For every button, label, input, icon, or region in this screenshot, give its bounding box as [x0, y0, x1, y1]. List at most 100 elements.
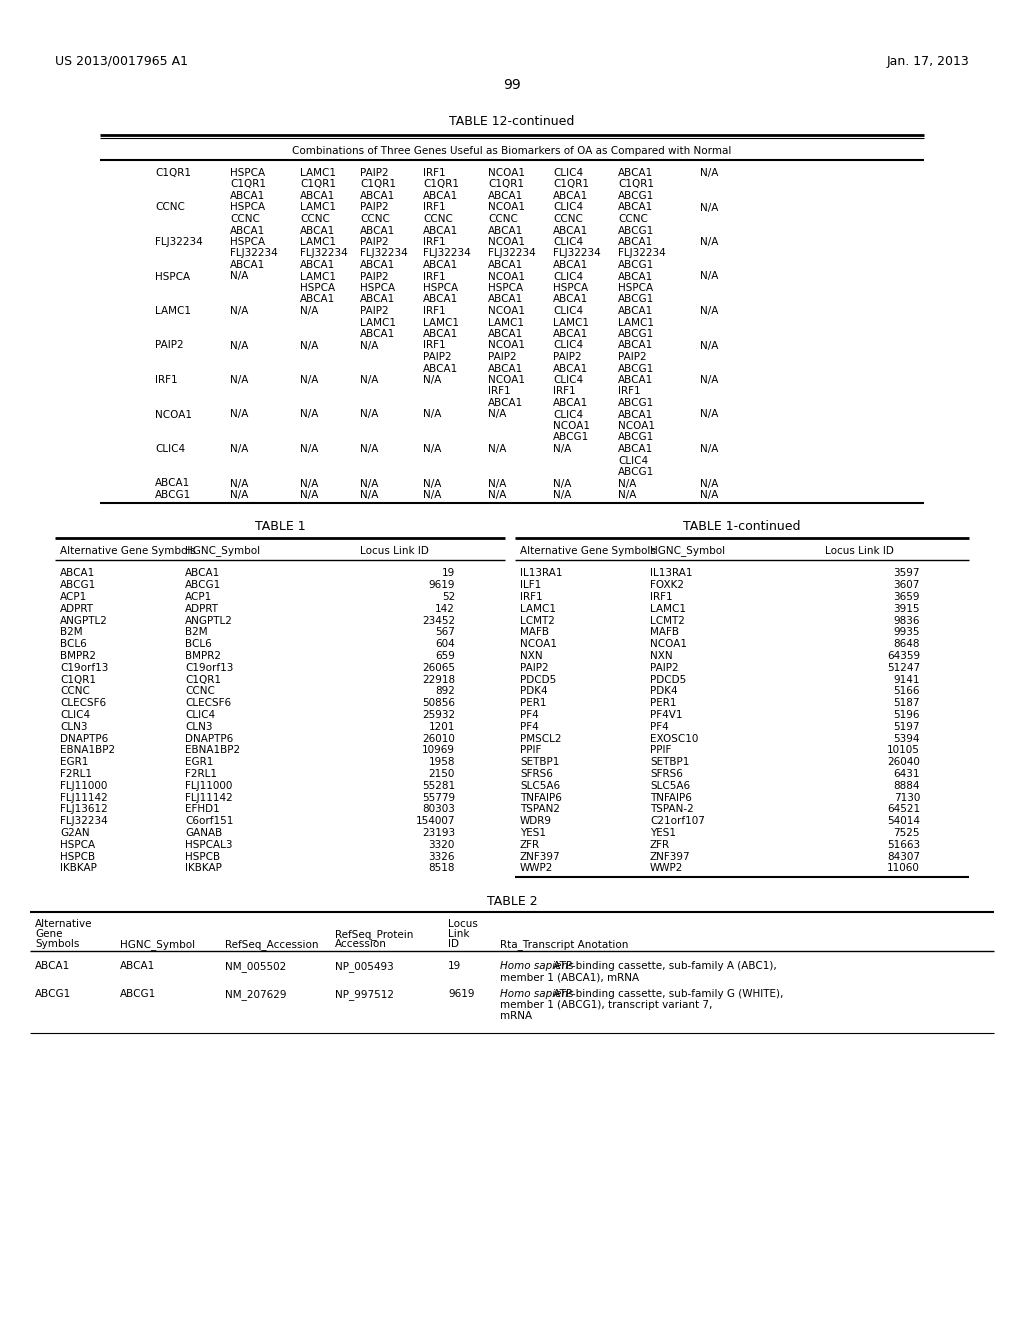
Text: TABLE 12-continued: TABLE 12-continued — [450, 115, 574, 128]
Text: 55281: 55281 — [422, 781, 455, 791]
Text: ABCA1: ABCA1 — [423, 294, 459, 305]
Text: EBNA1BP2: EBNA1BP2 — [60, 746, 115, 755]
Text: N/A: N/A — [360, 409, 379, 420]
Text: NCOA1: NCOA1 — [488, 238, 525, 247]
Text: Homo sapiens: Homo sapiens — [500, 961, 573, 972]
Text: LAMC1: LAMC1 — [618, 318, 654, 327]
Text: N/A: N/A — [230, 444, 249, 454]
Text: C1QR1: C1QR1 — [423, 180, 459, 190]
Text: LCMT2: LCMT2 — [650, 615, 685, 626]
Text: US 2013/0017965 A1: US 2013/0017965 A1 — [55, 55, 188, 69]
Text: F2RL1: F2RL1 — [185, 770, 217, 779]
Text: SETBP1: SETBP1 — [650, 758, 689, 767]
Text: ABCA1: ABCA1 — [155, 479, 190, 488]
Text: N/A: N/A — [423, 409, 441, 420]
Text: DNAPTP6: DNAPTP6 — [60, 734, 109, 743]
Text: N/A: N/A — [230, 490, 249, 500]
Text: 26065: 26065 — [422, 663, 455, 673]
Text: Rta_Transcript Anotation: Rta_Transcript Anotation — [500, 940, 629, 950]
Text: ABCA1: ABCA1 — [618, 444, 653, 454]
Text: 8518: 8518 — [428, 863, 455, 874]
Text: IRF1: IRF1 — [423, 238, 445, 247]
Text: N/A: N/A — [360, 444, 379, 454]
Text: CLN3: CLN3 — [60, 722, 87, 731]
Text: 659: 659 — [435, 651, 455, 661]
Text: LAMC1: LAMC1 — [300, 168, 336, 178]
Text: MAFB: MAFB — [650, 627, 679, 638]
Text: ZFR: ZFR — [650, 840, 670, 850]
Text: PER1: PER1 — [650, 698, 677, 709]
Text: 26010: 26010 — [422, 734, 455, 743]
Text: ABCG1: ABCG1 — [618, 363, 654, 374]
Text: PF4: PF4 — [520, 710, 539, 721]
Text: member 1 (ABCA1), mRNA: member 1 (ABCA1), mRNA — [500, 973, 639, 982]
Text: ABCA1: ABCA1 — [423, 226, 459, 235]
Text: NM_207629: NM_207629 — [225, 989, 287, 1001]
Text: 6431: 6431 — [894, 770, 920, 779]
Text: PAIP2: PAIP2 — [488, 352, 517, 362]
Text: 154007: 154007 — [416, 816, 455, 826]
Text: F2RL1: F2RL1 — [60, 770, 92, 779]
Text: ZNF397: ZNF397 — [520, 851, 560, 862]
Text: Alternative Gene Symbols: Alternative Gene Symbols — [520, 545, 656, 556]
Text: HSPCA: HSPCA — [553, 282, 588, 293]
Text: Alternative: Alternative — [35, 919, 92, 929]
Text: CLIC4: CLIC4 — [553, 375, 583, 385]
Text: Jan. 17, 2013: Jan. 17, 2013 — [886, 55, 969, 69]
Text: ABCA1: ABCA1 — [618, 272, 653, 281]
Text: 80303: 80303 — [422, 804, 455, 814]
Text: NCOA1: NCOA1 — [488, 272, 525, 281]
Text: BCL6: BCL6 — [60, 639, 87, 649]
Text: 99: 99 — [503, 78, 521, 92]
Text: NCOA1: NCOA1 — [650, 639, 687, 649]
Text: C1QR1: C1QR1 — [553, 180, 589, 190]
Text: NCOA1: NCOA1 — [488, 341, 525, 351]
Text: CLIC4: CLIC4 — [618, 455, 648, 466]
Text: ABCG1: ABCG1 — [60, 581, 96, 590]
Text: N/A: N/A — [488, 409, 507, 420]
Text: N/A: N/A — [423, 444, 441, 454]
Text: Locus Link ID: Locus Link ID — [825, 545, 894, 556]
Text: N/A: N/A — [553, 444, 571, 454]
Text: PF4: PF4 — [650, 722, 669, 731]
Text: CLIC4: CLIC4 — [553, 202, 583, 213]
Text: FLJ32234: FLJ32234 — [60, 816, 108, 826]
Text: GANAB: GANAB — [185, 828, 222, 838]
Text: ACP1: ACP1 — [185, 593, 212, 602]
Text: HGNC_Symbol: HGNC_Symbol — [650, 545, 725, 557]
Text: 5197: 5197 — [894, 722, 920, 731]
Text: RefSeq_Accession: RefSeq_Accession — [225, 940, 318, 950]
Text: ABCA1: ABCA1 — [553, 294, 588, 305]
Text: PDK4: PDK4 — [650, 686, 678, 697]
Text: C1QR1: C1QR1 — [300, 180, 336, 190]
Text: CCNC: CCNC — [230, 214, 260, 224]
Text: 19: 19 — [449, 961, 461, 972]
Text: PAIP2: PAIP2 — [360, 202, 389, 213]
Text: N/A: N/A — [700, 238, 719, 247]
Text: CCNC: CCNC — [155, 202, 185, 213]
Text: IRF1: IRF1 — [423, 272, 445, 281]
Text: NP_997512: NP_997512 — [335, 989, 394, 1001]
Text: PAIP2: PAIP2 — [553, 352, 582, 362]
Text: LAMC1: LAMC1 — [423, 318, 459, 327]
Text: N/A: N/A — [700, 306, 719, 315]
Text: 5394: 5394 — [894, 734, 920, 743]
Text: C19orf13: C19orf13 — [60, 663, 109, 673]
Text: N/A: N/A — [700, 444, 719, 454]
Text: ZNF397: ZNF397 — [650, 851, 690, 862]
Text: EXOSC10: EXOSC10 — [650, 734, 698, 743]
Text: Combinations of Three Genes Useful as Biomarkers of OA as Compared with Normal: Combinations of Three Genes Useful as Bi… — [292, 147, 732, 156]
Text: N/A: N/A — [700, 375, 719, 385]
Text: FLJ13612: FLJ13612 — [60, 804, 108, 814]
Text: PAIP2: PAIP2 — [360, 168, 389, 178]
Text: HSPCA: HSPCA — [60, 840, 95, 850]
Text: LAMC1: LAMC1 — [520, 603, 556, 614]
Text: SETBP1: SETBP1 — [520, 758, 559, 767]
Text: N/A: N/A — [700, 168, 719, 178]
Text: CLIC4: CLIC4 — [553, 341, 583, 351]
Text: C1QR1: C1QR1 — [185, 675, 221, 685]
Text: PAIP2: PAIP2 — [360, 272, 389, 281]
Text: B2M: B2M — [60, 627, 83, 638]
Text: ABCA1: ABCA1 — [300, 226, 335, 235]
Text: Locus: Locus — [449, 919, 478, 929]
